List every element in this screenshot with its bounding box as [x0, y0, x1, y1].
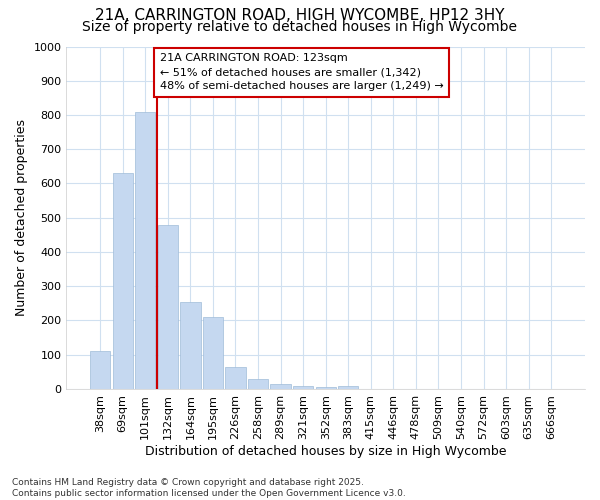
- Bar: [158, 224, 178, 389]
- Text: 21A, CARRINGTON ROAD, HIGH WYCOMBE, HP12 3HY: 21A, CARRINGTON ROAD, HIGH WYCOMBE, HP12…: [95, 8, 505, 22]
- Text: Size of property relative to detached houses in High Wycombe: Size of property relative to detached ho…: [83, 20, 517, 34]
- Bar: [338, 386, 358, 389]
- Bar: [90, 352, 110, 389]
- Text: 21A CARRINGTON ROAD: 123sqm
← 51% of detached houses are smaller (1,342)
48% of : 21A CARRINGTON ROAD: 123sqm ← 51% of det…: [160, 54, 443, 92]
- Text: Contains HM Land Registry data © Crown copyright and database right 2025.
Contai: Contains HM Land Registry data © Crown c…: [12, 478, 406, 498]
- Bar: [203, 317, 223, 389]
- X-axis label: Distribution of detached houses by size in High Wycombe: Distribution of detached houses by size …: [145, 444, 506, 458]
- Bar: [226, 366, 245, 389]
- Bar: [135, 112, 155, 389]
- Bar: [271, 384, 291, 389]
- Bar: [316, 387, 336, 389]
- Bar: [293, 386, 313, 389]
- Bar: [248, 380, 268, 389]
- Y-axis label: Number of detached properties: Number of detached properties: [15, 119, 28, 316]
- Bar: [180, 302, 200, 389]
- Bar: [113, 173, 133, 389]
